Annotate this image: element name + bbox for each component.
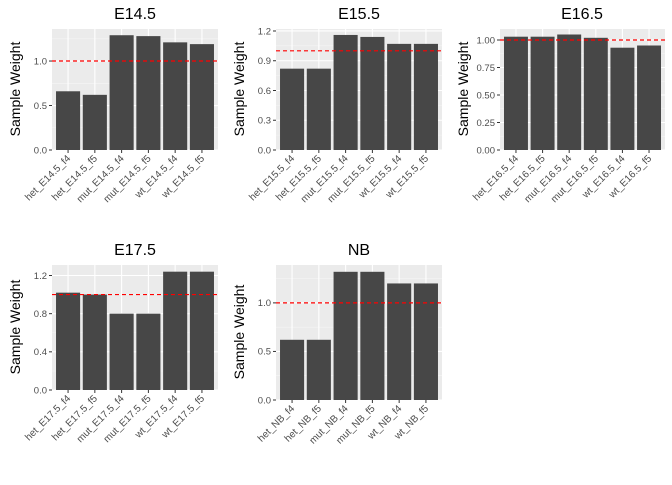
y-tick-label: 1.2: [34, 271, 47, 282]
bar: [306, 68, 331, 150]
y-tick-label: 0.0: [258, 395, 271, 406]
bar: [530, 36, 555, 151]
bar: [82, 294, 107, 390]
bar: [360, 36, 385, 150]
bar: [136, 36, 161, 150]
y-tick-label: 0.50: [477, 90, 496, 101]
chart-panel: 0.00.30.60.91.2het_E15.5_f4het_E15.5_f5m…: [231, 6, 442, 205]
bar: [56, 292, 81, 390]
bar: [503, 36, 528, 151]
bar: [306, 339, 331, 400]
bar: [637, 45, 662, 150]
y-tick-label: 0.75: [477, 63, 496, 74]
panel-title: NB: [348, 242, 370, 259]
y-tick-label: 1.2: [258, 26, 271, 37]
bar: [189, 271, 214, 390]
bar: [387, 283, 412, 400]
y-axis-label: Sample Weight: [231, 42, 247, 137]
bar: [557, 34, 582, 150]
y-tick-label: 0.25: [477, 118, 496, 129]
x-tick-label: het_E15.5_f4: [247, 153, 297, 203]
y-tick-label: 0.3: [258, 116, 271, 127]
y-axis-label: Sample Weight: [231, 285, 247, 380]
bar: [387, 43, 412, 151]
y-tick-label: 0.5: [258, 347, 271, 358]
panel-title: E15.5: [338, 6, 380, 23]
bar: [109, 35, 134, 151]
bar: [610, 47, 635, 151]
bar: [413, 283, 438, 400]
y-axis-label: Sample Weight: [455, 42, 471, 137]
bar: [136, 313, 161, 390]
bar: [163, 42, 188, 150]
bar: [333, 34, 358, 150]
chart-panel: 0.00.40.81.2het_E17.5_f4het_E17.5_f5mut_…: [7, 242, 218, 445]
y-tick-label: 1.0: [34, 56, 47, 67]
bar: [583, 37, 608, 150]
y-tick-label: 0.00: [477, 145, 496, 156]
y-axis-label: Sample Weight: [7, 42, 23, 137]
y-tick-label: 1.0: [258, 298, 271, 309]
y-tick-label: 0.8: [34, 309, 47, 320]
panel-title: E16.5: [561, 6, 603, 23]
bar: [280, 339, 305, 400]
y-tick-label: 0.0: [258, 145, 271, 156]
y-tick-label: 0.4: [34, 347, 47, 358]
bar: [109, 313, 134, 390]
bar: [360, 271, 385, 400]
x-tick-label: het_E14.5_f4: [23, 153, 73, 203]
bar: [333, 271, 358, 400]
panel-title: E17.5: [114, 242, 156, 259]
y-tick-label: 0.6: [258, 86, 271, 97]
bar: [56, 91, 81, 150]
chart-panel: 0.000.250.500.751.00het_E16.5_f4het_E16.…: [455, 6, 665, 205]
bar: [82, 94, 107, 150]
y-tick-label: 0.0: [34, 385, 47, 396]
y-axis-label: Sample Weight: [7, 280, 23, 375]
chart-panel: 0.00.51.0het_NB_f4het_NB_f5mut_NB_f4mut_…: [231, 242, 442, 446]
panel-title: E14.5: [114, 6, 156, 23]
bar: [163, 271, 188, 390]
bar: [189, 44, 214, 150]
y-tick-label: 0.5: [34, 101, 47, 112]
chart-panel: 0.00.51.0het_E14.5_f4het_E14.5_f5mut_E14…: [7, 6, 218, 205]
bar: [413, 43, 438, 151]
y-tick-label: 0.9: [258, 56, 271, 67]
bar: [280, 68, 305, 150]
y-tick-label: 0.0: [34, 145, 47, 156]
y-tick-label: 1.00: [477, 35, 496, 46]
x-tick-label: het_E17.5_f4: [23, 393, 73, 443]
